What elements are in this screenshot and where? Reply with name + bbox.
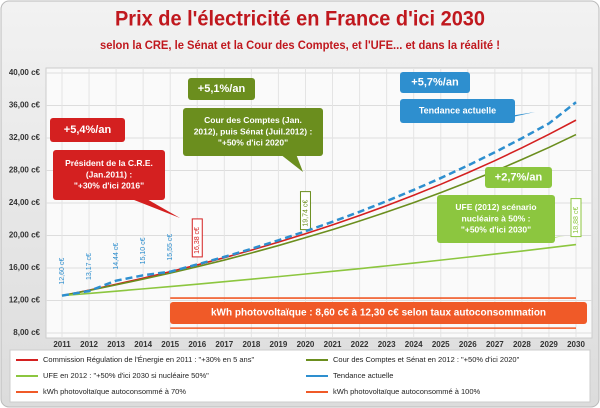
x-tick-label: 2019 <box>270 340 288 349</box>
callout-box <box>400 72 470 93</box>
legend-label: kWh photovoltaïque autoconsommé à 100% <box>333 387 481 396</box>
x-tick-label: 2029 <box>540 340 558 349</box>
x-tick-label: 2012 <box>80 340 98 349</box>
annotations: +5,4%/an Président de la C.R.E.(Jan.2011)… <box>50 72 587 324</box>
x-tick-label: 2028 <box>513 340 531 349</box>
value-label-text: 15,10 c€ <box>140 237 147 264</box>
x-tick-label: 2023 <box>378 340 396 349</box>
legend-box <box>9 349 591 403</box>
value-label-box <box>570 198 582 238</box>
value-label-box <box>191 218 203 258</box>
callout-box <box>170 302 587 324</box>
x-tick-label: 2014 <box>134 340 152 349</box>
callout-pointer <box>129 198 180 218</box>
value-label-text: 14,44 c€ <box>113 243 120 270</box>
chart-subtitle: selon la CRE, le Sénat et la Cour des Co… <box>100 38 500 52</box>
legend-label: Cour des Comptes et Sénat en 2012 : "+50… <box>333 355 520 364</box>
x-tick-label: 2027 <box>486 340 504 349</box>
callout-text: UFE (2012) scénario <box>455 202 536 212</box>
series-line <box>61 243 577 297</box>
x-tick-label: 2024 <box>405 340 423 349</box>
callout-box <box>485 167 552 188</box>
x-tick-label: 2015 <box>161 340 179 349</box>
legend-label: Tendance actuelle <box>333 371 393 380</box>
value-label: 12,60 c€ <box>59 258 66 285</box>
callout-pointer <box>280 154 303 172</box>
y-tick-label: 12,00 c€ <box>9 296 41 305</box>
callout-text: Cour des Comptes (Jan. <box>204 115 302 125</box>
legend-label: Commission Régulation de l'Énergie en 20… <box>43 355 254 364</box>
grid: 8,00 c€ 12,00 c€ 16,00 c€ 20,00 c€ 24,00 c€ 2… <box>9 68 592 349</box>
callout-text: "+50% d'ici 2020" <box>218 137 288 147</box>
value-label-text: 15,55 c€ <box>167 234 174 261</box>
legend-label: kWh photovoltaïque autoconsommé à 70% <box>43 387 186 396</box>
callout-text: +5,1%/an <box>198 83 246 95</box>
x-tick-label: 2030 <box>567 340 585 349</box>
value-label: 13,17 c€ <box>86 253 93 280</box>
value-label: 15,55 c€ <box>167 234 174 261</box>
value-label-text: 19,74 c€ <box>302 200 309 227</box>
y-tick-label: 24,00 c€ <box>9 198 41 207</box>
callout-box <box>50 118 125 142</box>
x-tick-label: 2020 <box>297 340 315 349</box>
value-label: 16,38 c€ <box>191 218 203 258</box>
callout-text: +2,7%/an <box>495 171 543 183</box>
callout-text: Président de la C.R.E. <box>65 158 153 168</box>
value-label-text: 13,17 c€ <box>86 253 93 280</box>
x-tick-label: 2013 <box>107 340 125 349</box>
x-tick-label: 2026 <box>459 340 477 349</box>
callout-text: +5,4%/an <box>64 124 112 136</box>
callout-text: kWh photovoltaïque : 8,60 c€ à 12,30 c€ … <box>211 308 546 319</box>
callout-text: "+50% d'ici 2030" <box>461 224 531 234</box>
x-tick-label: 2017 <box>215 340 233 349</box>
series-line <box>61 101 577 297</box>
callout-text: 2012), puis Sénat (Juil.2012) : <box>194 126 313 136</box>
value-label: 18,88 c€ <box>570 198 582 238</box>
x-tick-label: 2025 <box>432 340 450 349</box>
value-label-text: 16,38 c€ <box>194 227 201 254</box>
value-label-text: 18,88 c€ <box>573 207 580 234</box>
y-tick-label: 28,00 c€ <box>9 166 41 175</box>
callout-text: Tendance actuelle <box>419 105 496 115</box>
value-label: 19,74 c€ <box>299 191 311 231</box>
y-tick-label: 20,00 c€ <box>9 231 41 240</box>
value-label-box <box>299 191 311 231</box>
callout-text: "+30% d'ici 2016" <box>74 180 144 190</box>
callout-box <box>437 195 555 243</box>
callout-box <box>183 108 323 156</box>
value-label: 14,44 c€ <box>113 243 120 270</box>
series-line <box>61 119 577 297</box>
x-tick-label: 2022 <box>351 340 369 349</box>
y-tick-label: 8,00 c€ <box>13 328 40 337</box>
legend-label: UFE en 2012 : "+50% d'ici 2030 si nucléa… <box>43 371 209 380</box>
x-tick-label: 2011 <box>53 340 71 349</box>
y-tick-label: 40,00 c€ <box>9 68 41 77</box>
y-tick-label: 36,00 c€ <box>9 101 41 110</box>
x-tick-label: 2018 <box>242 340 260 349</box>
chart-title: Prix de l'électricité en France d'ici 20… <box>115 8 485 31</box>
value-label: 15,10 c€ <box>140 237 147 264</box>
callout-box <box>400 99 515 123</box>
value-label-text: 12,60 c€ <box>59 258 66 285</box>
callout-text: +5,7%/an <box>411 76 459 88</box>
callout-box <box>188 78 255 100</box>
callout-box <box>53 150 165 200</box>
callout-text: (Jan.2011) : <box>86 169 132 179</box>
y-tick-label: 32,00 c€ <box>9 133 41 142</box>
x-tick-label: 2016 <box>188 340 206 349</box>
y-tick-label: 16,00 c€ <box>9 263 41 272</box>
callout-text: nucléaire à 50% : <box>462 213 531 223</box>
x-tick-label: 2021 <box>324 340 342 349</box>
